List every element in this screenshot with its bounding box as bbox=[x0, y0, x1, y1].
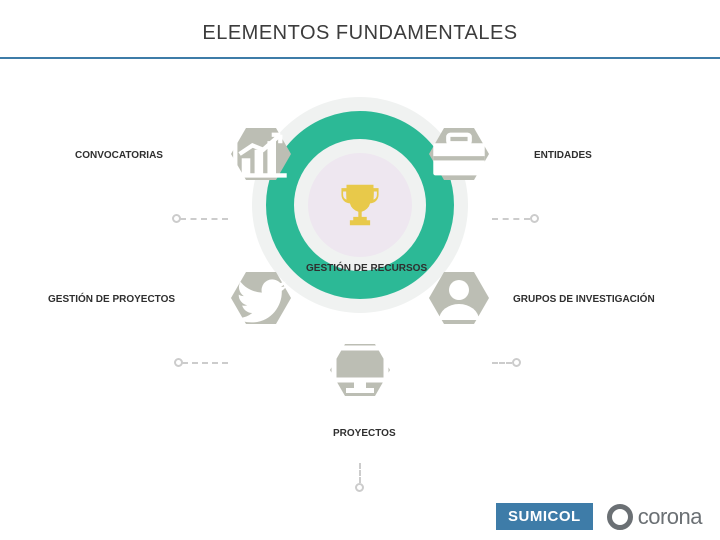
conn-br bbox=[492, 362, 512, 364]
label-entidades: ENTIDADES bbox=[534, 150, 592, 161]
conn-dot-tl bbox=[172, 214, 181, 223]
hex-bottom-right bbox=[429, 272, 489, 324]
conn-tr bbox=[492, 218, 530, 220]
label-grupos: GRUPOS DE INVESTIGACIÓN bbox=[513, 294, 655, 305]
conn-tl bbox=[180, 218, 228, 220]
hex-top-left bbox=[231, 128, 291, 180]
conn-dot-bot bbox=[355, 483, 364, 492]
conn-dot-tr bbox=[530, 214, 539, 223]
corona-text: corona bbox=[638, 504, 702, 530]
hex-bottom bbox=[330, 344, 390, 396]
user-icon bbox=[429, 272, 489, 324]
footer: SUMICOL corona bbox=[496, 503, 702, 530]
sumicol-text: SUMICOL bbox=[508, 508, 581, 525]
hex-bottom-left bbox=[231, 272, 291, 324]
conn-bl bbox=[182, 362, 228, 364]
title-text: ELEMENTOS FUNDAMENTALES bbox=[202, 22, 517, 44]
bird-icon bbox=[231, 272, 291, 324]
chart-icon bbox=[231, 128, 291, 180]
hex-top-right bbox=[429, 128, 489, 180]
label-gestion-proyectos: GESTIÓN DE PROYECTOS bbox=[48, 294, 175, 305]
page-title: ELEMENTOS FUNDAMENTALES bbox=[0, 0, 720, 45]
trophy-icon bbox=[333, 178, 387, 232]
inner-circle bbox=[308, 153, 412, 257]
corona-logo: corona bbox=[607, 504, 702, 530]
sumicol-logo: SUMICOL bbox=[496, 503, 593, 530]
divider bbox=[0, 57, 720, 59]
conn-dot-br bbox=[512, 358, 521, 367]
corona-ring-icon bbox=[607, 504, 633, 530]
diagram: CONVOCATORIAS ENTIDADES GESTIÓN DE PROYE… bbox=[0, 65, 720, 490]
conn-bot bbox=[359, 463, 361, 483]
conn-dot-bl bbox=[174, 358, 183, 367]
label-gestion-recursos: GESTIÓN DE RECURSOS bbox=[306, 263, 427, 274]
label-proyectos: PROYECTOS bbox=[333, 428, 396, 439]
briefcase-icon bbox=[429, 128, 489, 180]
monitor-icon bbox=[330, 344, 390, 396]
label-convocatorias: CONVOCATORIAS bbox=[75, 150, 163, 161]
